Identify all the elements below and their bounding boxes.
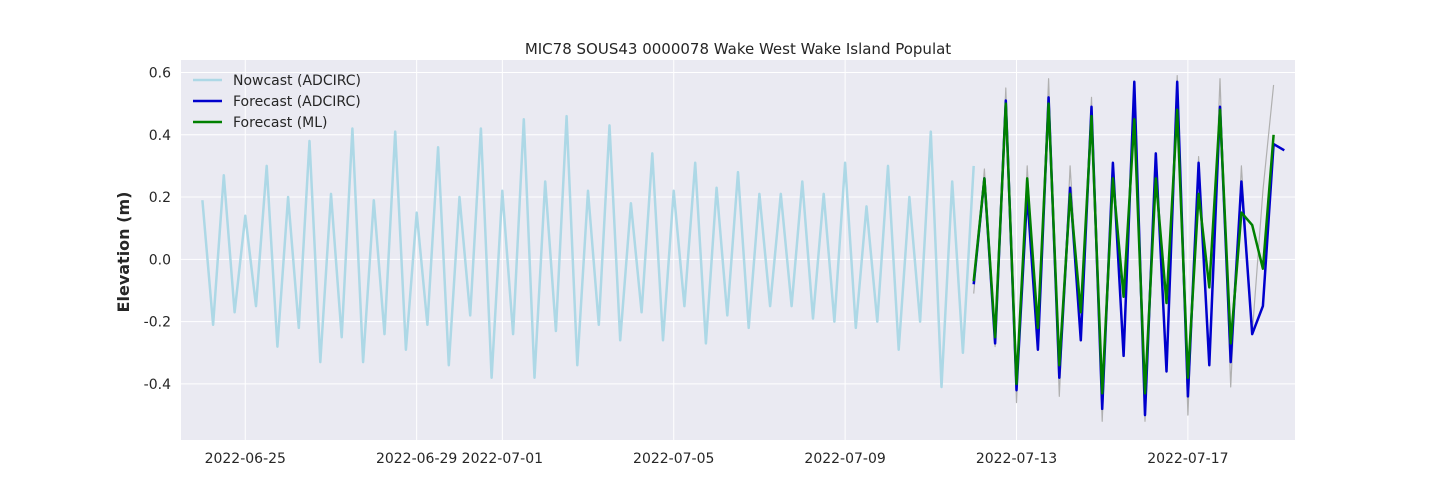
series-line-forecast-ml [972,102,1275,395]
legend-label: Nowcast (ADCIRC) [233,73,361,89]
y-tick-label: -0.4 [144,377,171,393]
x-tick-label: 2022-07-13 [976,451,1057,467]
series-line-nowcast-adcirc [201,114,975,389]
legend-label: Forecast (ADCIRC) [233,94,361,110]
series-layer [201,74,1285,422]
legend: Nowcast (ADCIRC) Forecast (ADCIRC) Forecas… [193,73,361,131]
x-tick-label: 2022-07-05 [633,451,714,467]
y-axis-label: Elevation (m) [114,192,133,313]
y-tick-label: 0.6 [149,65,171,81]
x-tick-label: 2022-07-09 [804,451,885,467]
x-tick-label: 2022-07-01 [462,451,543,467]
y-tick-label: 0.4 [149,128,171,144]
y-tick-label: -0.2 [144,315,171,331]
x-axis-ticks: 2022-06-25 2022-06-29 2022-07-01 2022-07-05… [205,451,1229,467]
legend-label: Forecast (ML) [233,115,328,131]
x-tick-label: 2022-07-17 [1147,451,1228,467]
y-tick-label: 0.0 [149,252,171,268]
x-tick-label: 2022-06-25 [205,451,286,467]
y-axis-ticks: -0.4 -0.2 0.0 0.2 0.4 0.6 [144,65,171,392]
chart-title: MIC78 SOUS43 0000078 Wake West Wake Isla… [525,40,951,58]
x-tick-label: 2022-06-29 [376,451,457,467]
y-tick-label: 0.2 [149,190,171,206]
